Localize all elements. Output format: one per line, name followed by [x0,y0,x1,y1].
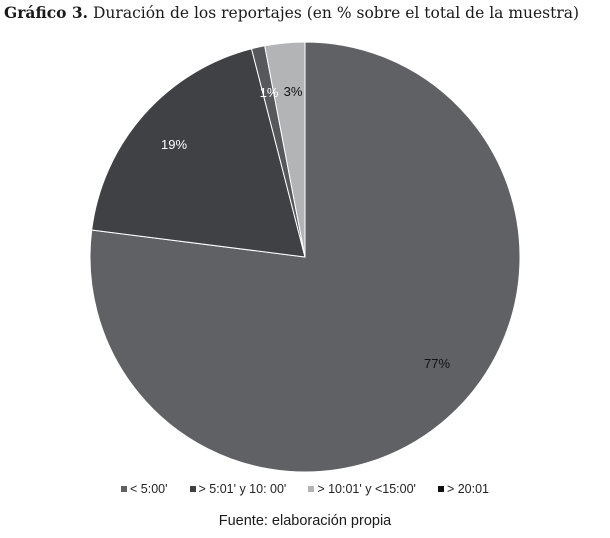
pie-slice-label: 1% [260,85,279,100]
chart-title: Gráfico 3. Duración de los reportajes (e… [4,0,579,26]
chart-title-bold: Gráfico 3. [4,3,89,22]
pie-chart-area: 77% 19% 1% 3% [0,30,610,480]
chart-source: Fuente: elaboración propia [218,513,392,529]
legend-swatch-icon [121,486,127,492]
pie-chart: 77% 19% 1% 3% [89,41,521,473]
chart-legend: < 5:00' > 5:01' y 10: 00' > 10:01' y <15:0… [0,482,610,496]
pie-slice-label: 19% [161,137,187,152]
chart-title-text: Duración de los reportajes (en % sobre e… [88,4,580,22]
legend-item: > 20:01 [437,482,489,496]
pie-slice-label: 77% [424,356,450,371]
pie-slice [264,41,306,258]
legend-swatch-icon [437,486,444,492]
legend-label: > 20:01 [446,482,489,496]
legend-label: > 5:01' y 10: 00' [198,482,287,496]
legend-label: < 5:00' [130,482,168,496]
pie-slice-label: 3% [284,84,303,99]
legend-swatch-icon [189,486,196,492]
pie-slice [91,48,306,258]
legend-label: > 10:01' y <15:00' [317,482,416,496]
legend-item: > 5:01' y 10: 00' [189,482,287,496]
legend-item: < 5:00' [121,482,168,496]
legend-item: > 10:01' y <15:00' [308,482,416,496]
legend-swatch-icon [308,486,315,492]
